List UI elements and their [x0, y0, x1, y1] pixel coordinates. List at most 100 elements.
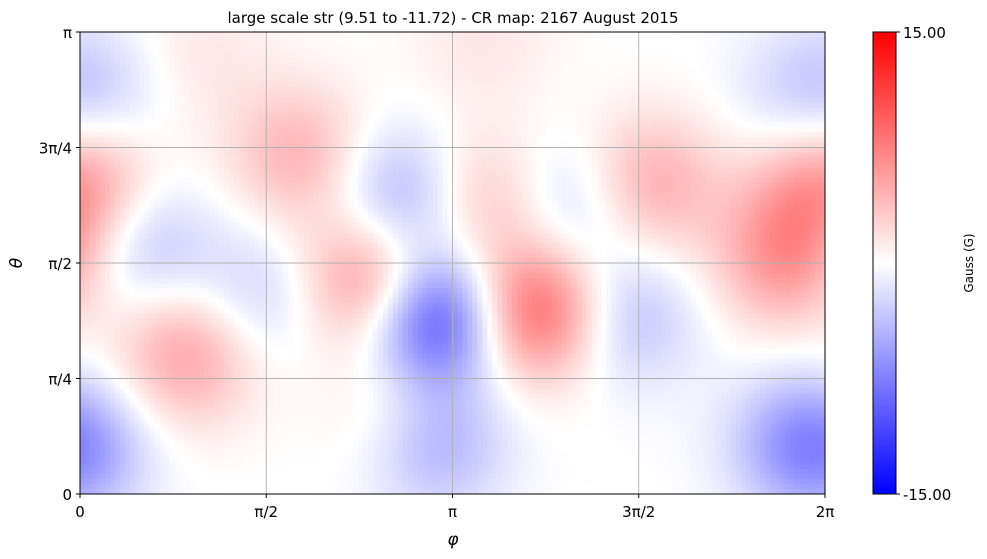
heatmap-cell [283, 197, 290, 204]
heatmap-cell [795, 177, 801, 184]
heatmap-cell [502, 52, 508, 58]
heatmap-cell [318, 162, 324, 169]
heatmap-cell [184, 67, 190, 73]
heatmap-cell [348, 47, 354, 53]
heatmap-cell [283, 107, 290, 113]
heatmap-cell [268, 72, 275, 78]
heatmap-cell [194, 122, 200, 129]
heatmap-cell [571, 87, 578, 93]
heatmap-cell [452, 152, 459, 159]
heatmap-cell [616, 167, 622, 174]
heatmap-cell [656, 112, 662, 118]
heatmap-cell [204, 187, 210, 194]
heatmap-cell [482, 107, 488, 113]
heatmap-cell [785, 47, 791, 53]
heatmap-cell [745, 72, 752, 78]
heatmap-cell [397, 87, 404, 93]
heatmap-cell [551, 112, 558, 118]
heatmap-cell [144, 32, 151, 38]
heatmap-cell [661, 132, 667, 139]
heatmap-cell [601, 127, 608, 134]
heatmap-cell [119, 52, 126, 58]
heatmap-cell [507, 97, 513, 103]
heatmap-cell [214, 117, 220, 123]
heatmap-cell [224, 122, 230, 129]
heatmap-cell [551, 72, 558, 78]
heatmap-cell [219, 62, 225, 68]
heatmap-cell [601, 152, 608, 159]
heatmap-cell [566, 122, 573, 129]
heatmap-cell [452, 47, 459, 53]
heatmap-cell [616, 177, 622, 184]
heatmap-cell [467, 97, 473, 103]
heatmap-cell [556, 187, 563, 194]
heatmap-cell [502, 177, 508, 184]
heatmap-cell [517, 57, 523, 63]
heatmap-cell [229, 122, 235, 129]
heatmap-cell [407, 132, 414, 139]
heatmap-cell [124, 32, 131, 38]
heatmap-cell [318, 107, 324, 113]
heatmap-cell [258, 157, 265, 164]
heatmap-cell [631, 52, 637, 58]
heatmap-cell [268, 47, 275, 53]
heatmap-cell [303, 197, 310, 204]
heatmap-cell [700, 37, 707, 43]
heatmap-cell [422, 192, 429, 199]
heatmap-cell [348, 42, 354, 48]
heatmap-cell [149, 102, 156, 108]
heatmap-cell [169, 112, 175, 118]
heatmap-cell [671, 167, 677, 174]
heatmap-cell [184, 77, 190, 83]
heatmap-cell [810, 167, 816, 174]
heatmap-cell [487, 137, 493, 144]
heatmap-cell [273, 157, 280, 164]
heatmap-cell [298, 107, 305, 113]
heatmap-cell [427, 137, 434, 144]
heatmap-cell [616, 187, 622, 194]
heatmap-cell [407, 177, 414, 184]
heatmap-cell [224, 142, 230, 149]
heatmap-cell [382, 112, 389, 118]
heatmap-cell [174, 177, 180, 184]
heatmap-cell [790, 62, 796, 68]
heatmap-cell [700, 52, 707, 58]
heatmap-cell [641, 102, 647, 108]
heatmap-cell [531, 167, 538, 174]
heatmap-cell [596, 167, 603, 174]
heatmap-cell [695, 37, 702, 43]
heatmap-cell [487, 122, 493, 129]
heatmap-cell [154, 32, 161, 38]
heatmap-cell [606, 32, 613, 38]
heatmap-cell [149, 42, 156, 48]
heatmap-cell [651, 187, 657, 194]
heatmap-cell [641, 127, 647, 134]
heatmap-cell [358, 57, 364, 63]
heatmap-cell [114, 47, 121, 53]
heatmap-cell [626, 122, 632, 129]
heatmap-cell [661, 167, 667, 174]
heatmap-cell [338, 107, 344, 113]
heatmap-cell [780, 107, 786, 113]
heatmap-cell [184, 167, 190, 174]
heatmap-cell [229, 97, 235, 103]
heatmap-cell [199, 132, 205, 139]
heatmap-cell [611, 132, 617, 139]
heatmap-cell [387, 37, 394, 43]
heatmap-cell [522, 37, 528, 43]
heatmap-cell [174, 42, 180, 48]
heatmap-cell [432, 82, 439, 88]
heatmap-cell [437, 72, 444, 78]
heatmap-cell [159, 97, 166, 103]
heatmap-cell [561, 62, 568, 68]
heatmap-cell [571, 162, 578, 169]
heatmap-cell [750, 67, 757, 73]
heatmap-cell [646, 72, 652, 78]
heatmap-cell [253, 182, 260, 189]
heatmap-cell [382, 127, 389, 134]
heatmap-cell [775, 107, 781, 113]
heatmap-cell [715, 132, 722, 139]
heatmap-cell [417, 137, 424, 144]
heatmap-cell [626, 77, 632, 83]
heatmap-cell [258, 117, 265, 123]
